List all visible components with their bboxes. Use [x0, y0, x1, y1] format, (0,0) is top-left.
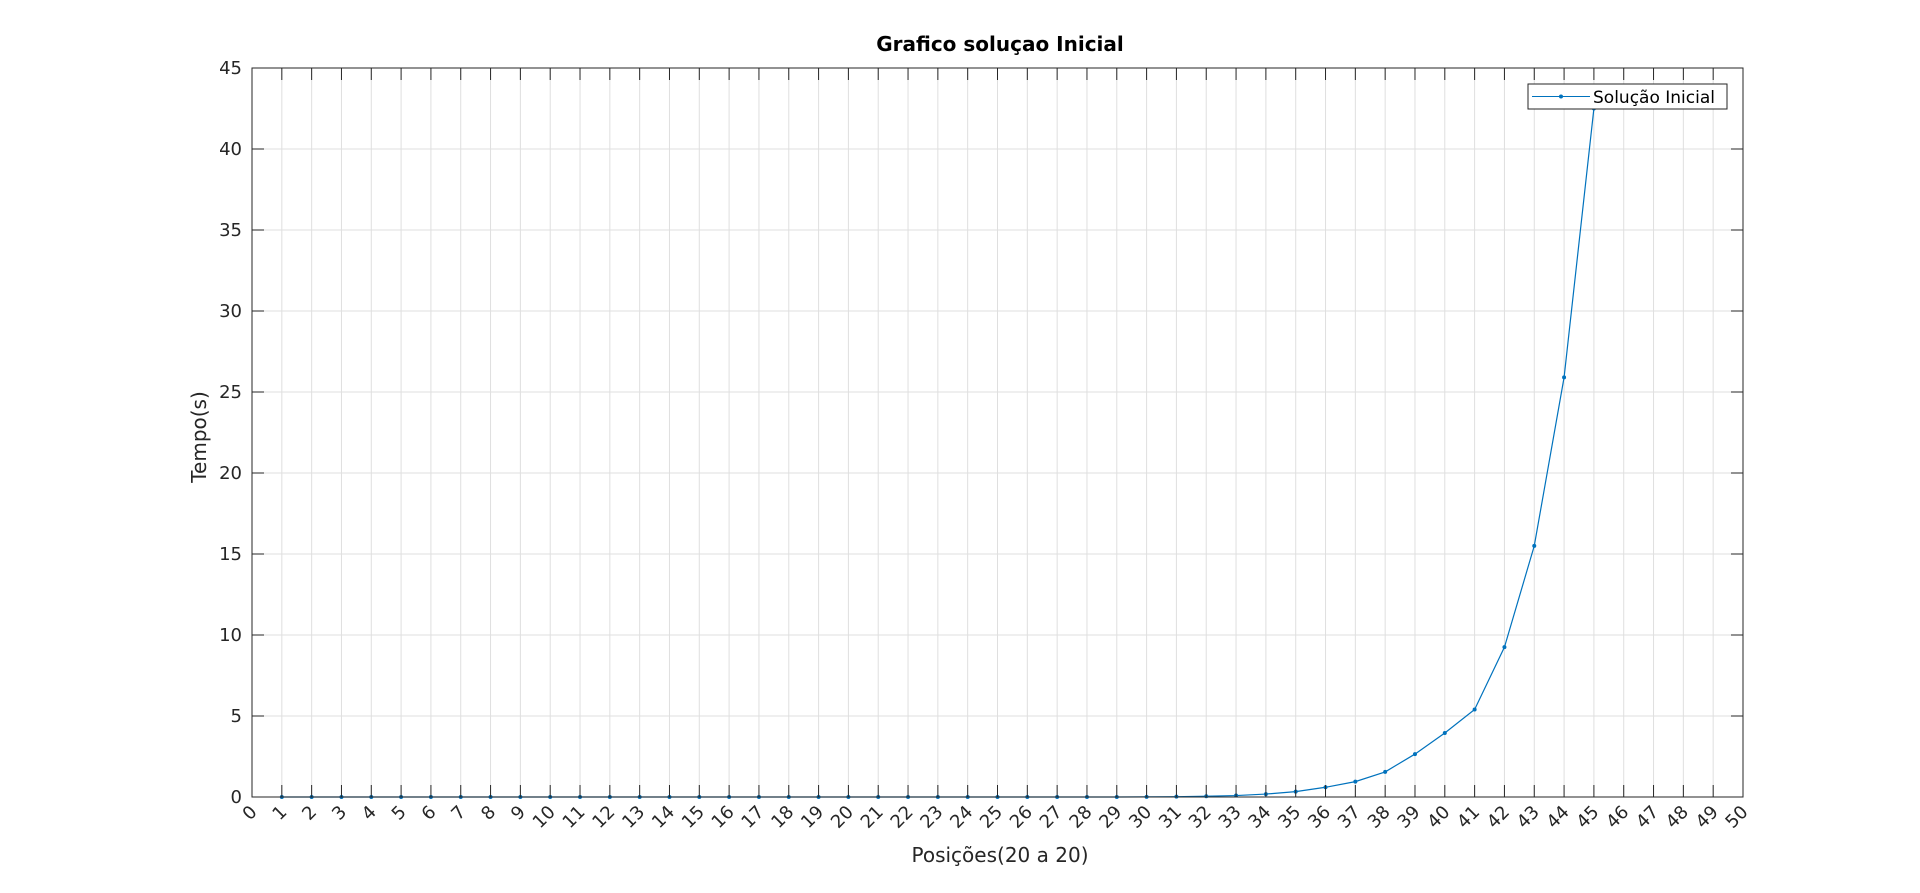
x-tick-label: 34 — [1244, 802, 1275, 833]
x-tick-label: 10 — [529, 802, 560, 833]
x-tick-label: 12 — [588, 802, 619, 833]
x-tick-labels: 0 1 2 3 4 5 6 7 8 9101112131415161718192021222324… — [239, 802, 1753, 833]
x-tick-label: 31 — [1155, 802, 1186, 833]
x-tick-label: 40 — [1423, 802, 1454, 833]
x-tick-label: 4 — [358, 802, 381, 825]
y-tick-label: 15 — [219, 544, 242, 565]
x-tick-label: 20 — [827, 802, 858, 833]
x-tick-label: 23 — [916, 802, 947, 833]
x-tick-label: 42 — [1483, 802, 1514, 833]
x-tick-label: 30 — [1125, 802, 1156, 833]
y-tick-label: 30 — [219, 301, 242, 322]
y-tick-label: 10 — [219, 625, 242, 646]
x-tick-label: 8 — [477, 802, 500, 825]
x-tick-label: 43 — [1513, 802, 1544, 833]
x-tick-label: 46 — [1602, 802, 1633, 833]
legend: Solução Inicial — [1527, 83, 1728, 110]
x-tick-label: 6 — [418, 802, 441, 825]
x-axis-label: Posições(20 a 20) — [912, 843, 1089, 867]
x-tick-label: 35 — [1274, 802, 1305, 833]
y-axis-label: Tempo(s) — [187, 391, 211, 484]
x-tick-label: 7 — [447, 802, 470, 825]
x-tick-label: 49 — [1692, 802, 1723, 833]
x-tick-label: 41 — [1453, 802, 1484, 833]
data-point — [1562, 375, 1567, 380]
x-tick-label: 38 — [1364, 802, 1395, 833]
data-point — [1502, 645, 1507, 650]
legend-entry: Solução Inicial — [1593, 88, 1715, 108]
x-tick-label: 3 — [328, 802, 351, 825]
x-tick-label: 39 — [1393, 802, 1424, 833]
x-tick-label: 1 — [268, 802, 291, 825]
x-tick-label: 13 — [618, 802, 649, 833]
y-tick-label: 40 — [219, 139, 242, 160]
x-tick-label: 9 — [507, 802, 530, 825]
x-tick-label: 22 — [887, 802, 918, 833]
axis-ticks — [251, 67, 1744, 798]
y-tick-label: 35 — [219, 220, 242, 241]
data-point — [1383, 769, 1388, 774]
x-tick-label: 5 — [388, 802, 411, 825]
y-tick-labels: 0 5 10 15 20 25 30 35 40 45 — [219, 58, 242, 808]
y-tick-label: 20 — [219, 463, 242, 484]
x-tick-label: 48 — [1662, 802, 1693, 833]
data-point — [1412, 752, 1417, 757]
x-tick-label: 45 — [1572, 802, 1603, 833]
x-tick-label: 27 — [1036, 802, 1067, 833]
x-tick-label: 2 — [298, 802, 321, 825]
x-tick-label: 47 — [1632, 802, 1663, 833]
y-tick-label: 5 — [231, 706, 242, 727]
x-tick-label: 36 — [1304, 802, 1335, 833]
x-tick-label: 50 — [1721, 802, 1752, 833]
x-tick-label: 32 — [1185, 802, 1216, 833]
x-tick-label: 17 — [737, 802, 768, 833]
y-tick-label: 45 — [219, 58, 242, 79]
x-tick-label: 18 — [767, 802, 798, 833]
x-tick-label: 29 — [1095, 802, 1126, 833]
chart-title: Grafico soluçao Inicial — [876, 32, 1124, 56]
x-tick-label: 24 — [946, 802, 977, 833]
x-tick-label: 11 — [559, 802, 590, 833]
data-point — [1442, 731, 1447, 736]
y-tick-label: 0 — [231, 787, 242, 808]
x-tick-label: 37 — [1334, 802, 1365, 833]
data-point — [1353, 779, 1358, 784]
data-point — [1532, 543, 1537, 548]
x-tick-label: 25 — [976, 802, 1007, 833]
x-tick-label: 16 — [708, 802, 739, 833]
grid-lines — [251, 67, 1744, 798]
x-tick-label: 26 — [1006, 802, 1037, 833]
legend-marker-icon — [1559, 94, 1563, 99]
x-tick-label: 15 — [678, 802, 709, 833]
x-tick-label: 0 — [239, 802, 262, 825]
y-tick-label: 25 — [219, 382, 242, 403]
x-tick-label: 19 — [797, 802, 828, 833]
x-tick-label: 28 — [1065, 802, 1096, 833]
x-tick-label: 21 — [857, 802, 888, 833]
x-tick-label: 33 — [1215, 802, 1246, 833]
x-tick-label: 14 — [648, 802, 679, 833]
x-tick-label: 44 — [1543, 802, 1574, 833]
data-point — [1472, 707, 1477, 712]
